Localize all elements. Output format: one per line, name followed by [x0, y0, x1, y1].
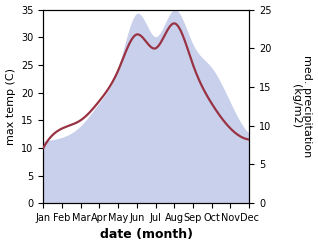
Y-axis label: med. precipitation
(kg/m2): med. precipitation (kg/m2) — [291, 55, 313, 158]
Y-axis label: max temp (C): max temp (C) — [5, 68, 16, 145]
X-axis label: date (month): date (month) — [100, 228, 193, 242]
